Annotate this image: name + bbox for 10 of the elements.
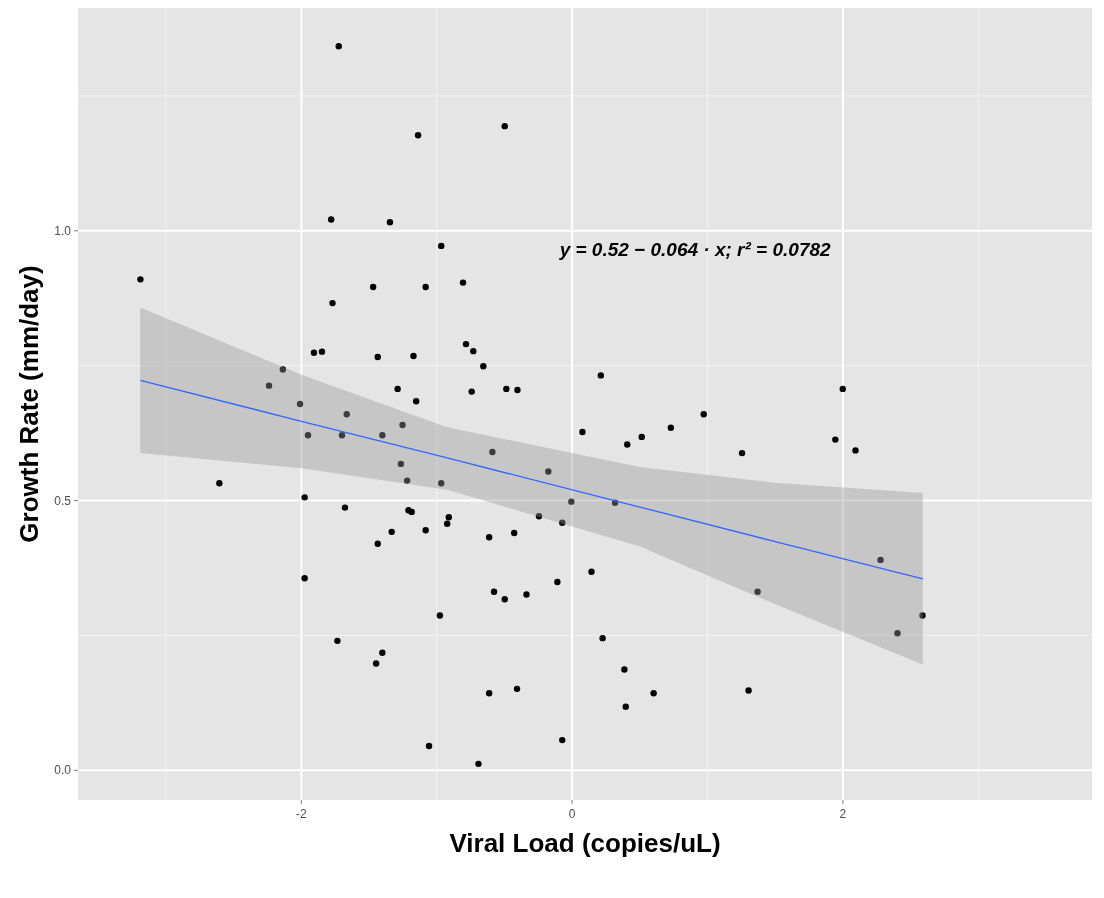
- x-tick-label: -2: [296, 807, 308, 821]
- y-tick-label: 0.5: [54, 493, 72, 508]
- x-tick-label: 0: [568, 807, 576, 821]
- y-axis-title: Growth Rate (mm/day): [14, 265, 44, 543]
- y-tick-label: 0.0: [54, 763, 72, 778]
- annotation: y = 0.52 − 0.064 · x; r² = 0.0782: [558, 239, 832, 260]
- x-axis-title: Viral Load (copies/uL): [449, 828, 721, 858]
- x-tick-label: 2: [839, 807, 847, 821]
- line-series: [139, 379, 924, 580]
- y-tick-label: 1.0: [54, 223, 72, 238]
